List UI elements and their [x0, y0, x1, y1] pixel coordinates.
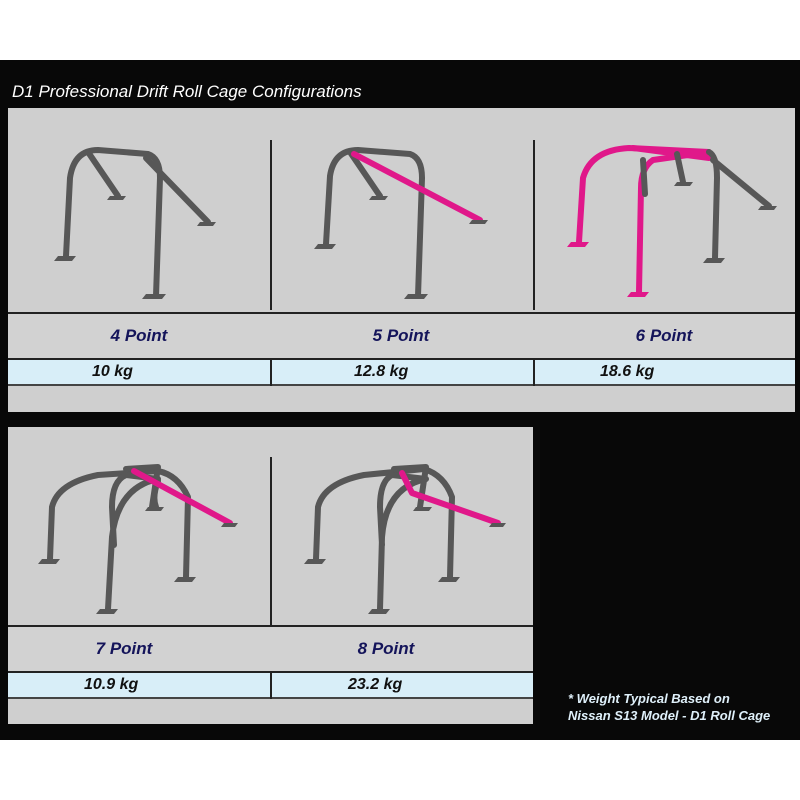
page-title: D1 Professional Drift Roll Cage Configur…: [12, 82, 362, 101]
footnote-line-1: * Weight Typical Based on: [568, 691, 730, 706]
config-label: 6 Point: [635, 326, 693, 345]
footnote: * Weight Typical Based on Nissan S13 Mod…: [568, 690, 770, 724]
cage-image-4-point: [54, 145, 777, 299]
cage-images-7-8-point: [38, 464, 506, 614]
config-label: 4 Point: [110, 326, 168, 345]
label-band: [8, 625, 533, 673]
config-label: 8 Point: [357, 639, 415, 658]
divider: [270, 457, 272, 625]
config-weight: 23.2 kg: [348, 676, 403, 693]
config-weight: 10.9 kg: [84, 676, 139, 693]
config-weight: 12.8 kg: [354, 363, 409, 380]
divider: [270, 140, 272, 310]
config-row-1: 4 Point 5 Point 6 Point 10 kg 12.8 kg 18…: [8, 108, 795, 412]
config-weight: 18.6 kg: [600, 363, 655, 380]
config-row-2: 7 Point 8 Point 10.9 kg 23.2 kg: [8, 427, 533, 724]
divider: [270, 673, 272, 699]
config-weight: 10 kg: [92, 363, 133, 380]
config-label: 5 Point: [372, 326, 430, 345]
footnote-line-2: Nissan S13 Model - D1 Roll Cage: [568, 708, 771, 723]
config-label: 7 Point: [95, 639, 153, 658]
divider: [533, 140, 535, 310]
divider: [533, 360, 535, 386]
divider: [270, 360, 272, 386]
